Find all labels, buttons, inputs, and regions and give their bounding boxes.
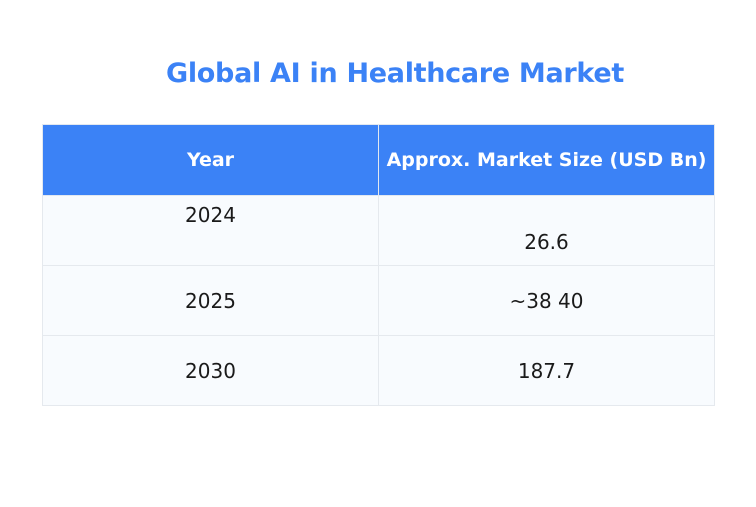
market-size-cell: ~38 40 xyxy=(378,265,715,336)
table-title: Global AI in Healthcare Market xyxy=(165,58,624,89)
table-row: 2024 26.6 xyxy=(42,195,715,266)
table-row: 2025 ~38 40 xyxy=(42,265,715,336)
year-cell: 2030 xyxy=(42,335,379,406)
market-size-cell: 26.6 xyxy=(378,195,715,266)
column-header-year: Year xyxy=(42,124,379,196)
market-size-table: Year Approx. Market Size (USD Bn) 2024 2… xyxy=(42,124,715,406)
column-header-market-size: Approx. Market Size (USD Bn) xyxy=(378,124,715,196)
year-cell: 2024 xyxy=(42,195,379,266)
year-cell: 2025 xyxy=(42,265,379,336)
table-row: 2030 187.7 xyxy=(42,335,715,406)
market-size-cell: 187.7 xyxy=(378,335,715,406)
table-header-row: Year Approx. Market Size (USD Bn) xyxy=(42,124,715,196)
